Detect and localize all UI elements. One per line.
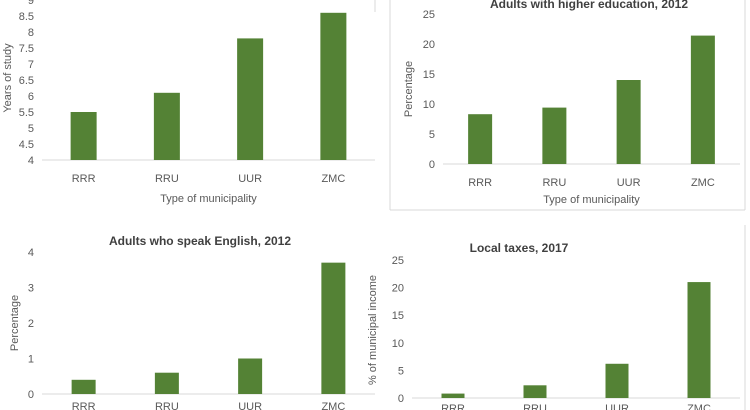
x-tick-label: RRR <box>441 403 465 410</box>
bar-zmc <box>690 35 715 164</box>
bar-rrr <box>441 393 465 398</box>
y-axis-title: % of municipal income <box>367 275 379 385</box>
x-tick-label: RRR <box>468 177 492 189</box>
y-tick-label: 0 <box>28 389 34 401</box>
y-axis-title: Percentage <box>403 61 415 117</box>
x-tick-label: RRR <box>72 173 96 185</box>
y-tick-label: 0 <box>429 159 435 171</box>
chart-title: Adults who speak English, 2012 <box>109 234 291 248</box>
bar-uur <box>238 358 263 394</box>
bar-uur <box>616 80 641 164</box>
y-tick-label: 20 <box>392 283 404 295</box>
y-tick-label: 6 <box>28 91 34 103</box>
x-tick-label: UUR <box>605 403 629 410</box>
y-tick-label: 7 <box>28 59 34 71</box>
x-axis-title: Type of municipality <box>160 193 257 205</box>
y-tick-label: 3 <box>28 283 34 295</box>
y-tick-label: 7.5 <box>19 43 34 55</box>
y-tick-label: 10 <box>392 338 404 350</box>
chart-local-taxes: Local taxes, 2017 0 5 10 15 20 25 RRR RRU UUR ZMC%… <box>367 241 740 410</box>
y-tick-label: 1 <box>28 354 34 366</box>
bar-rrr <box>70 112 97 160</box>
y-tick-label: 2 <box>28 318 34 330</box>
bar-uur <box>237 38 264 160</box>
y-tick-label: 20 <box>423 39 435 51</box>
bar-zmc <box>687 282 711 398</box>
y-tick-label: 8.5 <box>19 11 34 23</box>
y-tick-label: 10 <box>423 99 435 111</box>
x-axis-title: Type of municipality <box>543 194 640 206</box>
y-axis-title: Years of study <box>2 43 14 113</box>
y-tick-label: 5 <box>429 129 435 141</box>
chart-title: Local taxes, 2017 <box>470 241 569 255</box>
y-tick-label: 25 <box>392 255 404 267</box>
y-tick-label: 4 <box>28 247 34 259</box>
x-tick-label: RRR <box>72 401 96 410</box>
y-tick-label: 5 <box>28 123 34 135</box>
bar-uur <box>605 363 629 398</box>
y-tick-label: 8 <box>28 27 34 39</box>
x-tick-label: UUR <box>238 173 262 185</box>
y-tick-label: 0 <box>398 393 404 405</box>
bar-rru <box>154 372 179 394</box>
chart-english-speakers: Adults who speak English, 2012 0 1 2 3 4 RRR RR… <box>9 234 375 410</box>
x-tick-label: UUR <box>617 177 641 189</box>
chart-higher-education: Adults with higher education, 2012 0 5 10 15… <box>403 0 740 206</box>
bar-rru <box>523 385 547 398</box>
x-tick-label: ZMC <box>691 177 715 189</box>
x-tick-label: ZMC <box>687 403 711 410</box>
y-axis-title: Percentage <box>9 295 21 351</box>
bar-rrr <box>71 379 96 394</box>
bar-rrr <box>468 114 493 164</box>
chart-years-of-study: 4 4.5 5 5.5 6 6.5 7 7.5 8 8.5 9 RRR RRU UUR ZMC Type of… <box>2 0 375 205</box>
y-tick-label: 4.5 <box>19 139 34 151</box>
x-tick-label: RRU <box>542 177 566 189</box>
x-tick-label: UUR <box>238 401 262 410</box>
y-tick-label: 15 <box>423 69 435 81</box>
x-tick-label: ZMC <box>321 401 345 410</box>
chart-title: Adults with higher education, 2012 <box>490 0 688 11</box>
y-tick-label: 15 <box>392 310 404 322</box>
x-tick-label: ZMC <box>321 173 345 185</box>
bar-rru <box>153 92 180 160</box>
bar-rru <box>542 107 567 164</box>
bar-zmc <box>320 12 347 160</box>
y-tick-label: 5.5 <box>19 107 34 119</box>
x-tick-label: RRU <box>523 403 547 410</box>
x-tick-label: RRU <box>155 173 179 185</box>
y-tick-label: 9 <box>28 0 34 7</box>
y-tick-label: 25 <box>423 9 435 21</box>
y-tick-label: 5 <box>398 365 404 377</box>
y-tick-label: 4 <box>28 155 34 167</box>
y-tick-label: 6.5 <box>19 75 34 87</box>
x-tick-label: RRU <box>155 401 179 410</box>
bar-zmc <box>321 262 346 394</box>
